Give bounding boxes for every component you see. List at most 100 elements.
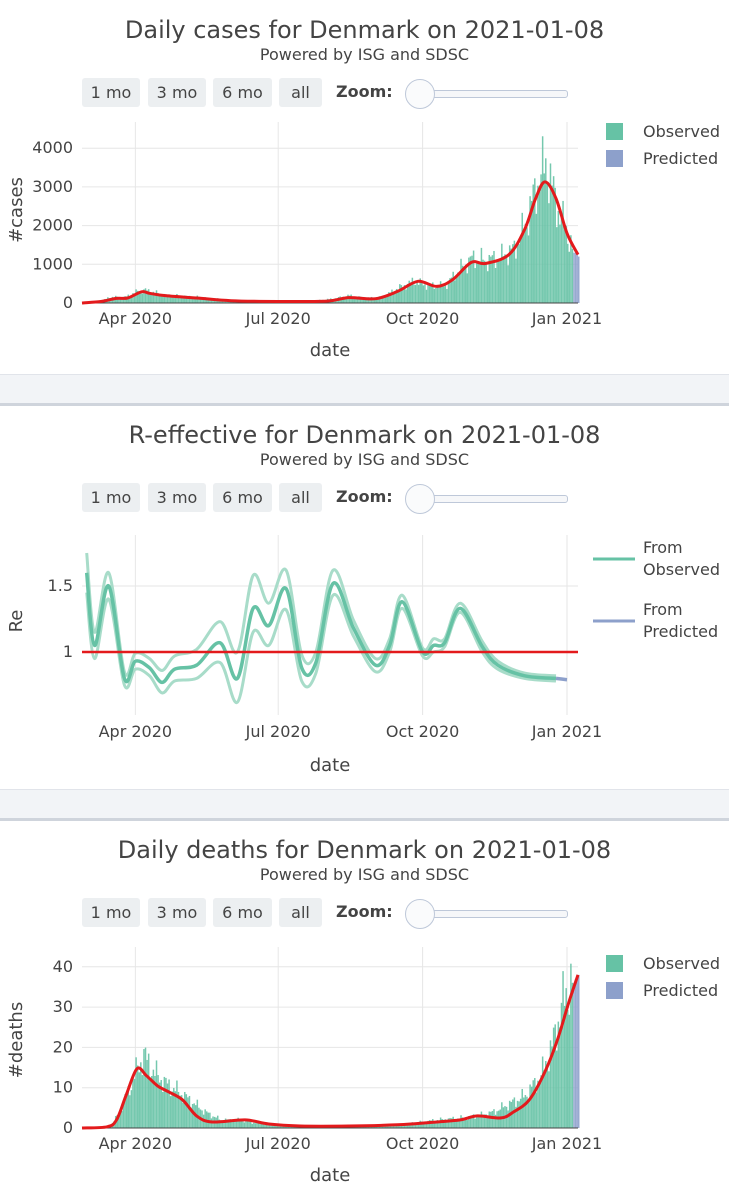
bar <box>196 1099 199 1128</box>
bar <box>439 281 442 303</box>
bar <box>358 296 360 303</box>
cases-panel: Daily cases for Denmark on 2021-01-08 Po… <box>0 0 729 375</box>
bar <box>443 1119 445 1128</box>
zoom-slider-thumb[interactable] <box>405 79 435 109</box>
bar <box>373 298 376 303</box>
bar <box>430 285 432 303</box>
bar <box>578 256 580 303</box>
bar <box>348 295 351 303</box>
bar <box>541 1056 544 1128</box>
bar <box>147 289 150 303</box>
x-tick-label: Jul 2020 <box>245 1134 311 1153</box>
bar <box>345 296 348 303</box>
bar <box>162 296 164 303</box>
legend-swatch <box>606 955 623 972</box>
bar <box>405 289 407 303</box>
bar <box>187 296 189 303</box>
bar <box>403 285 406 303</box>
bar <box>540 1075 542 1128</box>
bar <box>468 1116 470 1128</box>
bar <box>146 1059 148 1128</box>
range-3mo-button[interactable]: 3 mo <box>148 898 206 927</box>
bar <box>173 1087 175 1128</box>
bar <box>458 1118 461 1128</box>
range-6mo-button[interactable]: 6 mo <box>213 78 272 107</box>
range-3mo-button[interactable]: 3 mo <box>148 78 206 107</box>
bar <box>133 1078 136 1128</box>
bar <box>450 1118 453 1128</box>
bar <box>245 1120 247 1128</box>
bar <box>428 283 431 303</box>
bar <box>515 1106 517 1128</box>
bar <box>168 1079 170 1128</box>
bar <box>568 1014 571 1128</box>
bar <box>154 1075 156 1128</box>
legend-label: From Observed <box>643 538 720 579</box>
bar <box>574 978 577 1128</box>
bar <box>559 1027 561 1128</box>
bar <box>576 254 578 303</box>
bar <box>466 1120 469 1128</box>
bar <box>444 285 447 303</box>
bar <box>173 295 175 303</box>
bar <box>460 1115 462 1128</box>
bar <box>118 297 120 303</box>
bar <box>391 289 393 303</box>
bar <box>454 280 456 303</box>
legend-label: Predicted <box>643 981 718 1000</box>
y-tick-label: 1000 <box>32 254 73 273</box>
bar <box>242 1121 244 1128</box>
bar <box>180 296 183 303</box>
range-1mo-button[interactable]: 1 mo <box>82 483 140 512</box>
range-all-button[interactable]: all <box>279 483 322 512</box>
bar <box>432 282 434 303</box>
x-tick-label: Apr 2020 <box>99 722 172 741</box>
bar <box>199 297 202 303</box>
bar <box>377 298 379 303</box>
bar <box>221 1120 224 1128</box>
range-3mo-button[interactable]: 3 mo <box>148 483 206 512</box>
zoom-slider-thumb[interactable] <box>405 899 435 929</box>
bar <box>276 1124 279 1128</box>
bar <box>552 1027 555 1128</box>
range-6mo-button[interactable]: 6 mo <box>213 483 272 512</box>
bar <box>132 293 134 303</box>
bar <box>504 254 506 303</box>
range-all-button[interactable]: all <box>279 898 322 927</box>
bar <box>177 1091 180 1128</box>
bar <box>268 1124 271 1128</box>
zoom-slider-thumb[interactable] <box>405 484 435 514</box>
bar <box>519 236 522 303</box>
bar <box>204 1109 206 1128</box>
range-6mo-button[interactable]: 6 mo <box>213 898 272 927</box>
bar <box>135 289 137 303</box>
bar <box>529 196 531 303</box>
bar <box>275 1125 277 1128</box>
bar <box>436 1120 439 1128</box>
range-1mo-button[interactable]: 1 mo <box>82 898 140 927</box>
y-tick-label: 30 <box>53 997 73 1016</box>
bar <box>191 297 194 303</box>
bar <box>499 258 502 303</box>
chart-title: R-effective for Denmark on 2021-01-08 <box>128 421 601 449</box>
bar <box>184 1091 186 1128</box>
bar <box>224 1118 227 1128</box>
bar <box>488 254 491 303</box>
bar <box>155 290 158 303</box>
bar <box>513 240 516 303</box>
range-all-button[interactable]: all <box>279 78 322 107</box>
bar <box>372 298 374 303</box>
legend-label: Observed <box>643 122 720 141</box>
bar <box>543 173 545 303</box>
bar <box>468 257 470 303</box>
bar <box>502 256 505 303</box>
bar <box>392 292 395 303</box>
bar <box>475 262 478 303</box>
bar <box>518 1101 520 1128</box>
bar <box>523 231 525 303</box>
panel-divider <box>0 789 729 821</box>
bar <box>486 1117 489 1128</box>
range-1mo-button[interactable]: 1 mo <box>82 78 140 107</box>
bar <box>507 265 509 303</box>
bar <box>532 1080 534 1128</box>
